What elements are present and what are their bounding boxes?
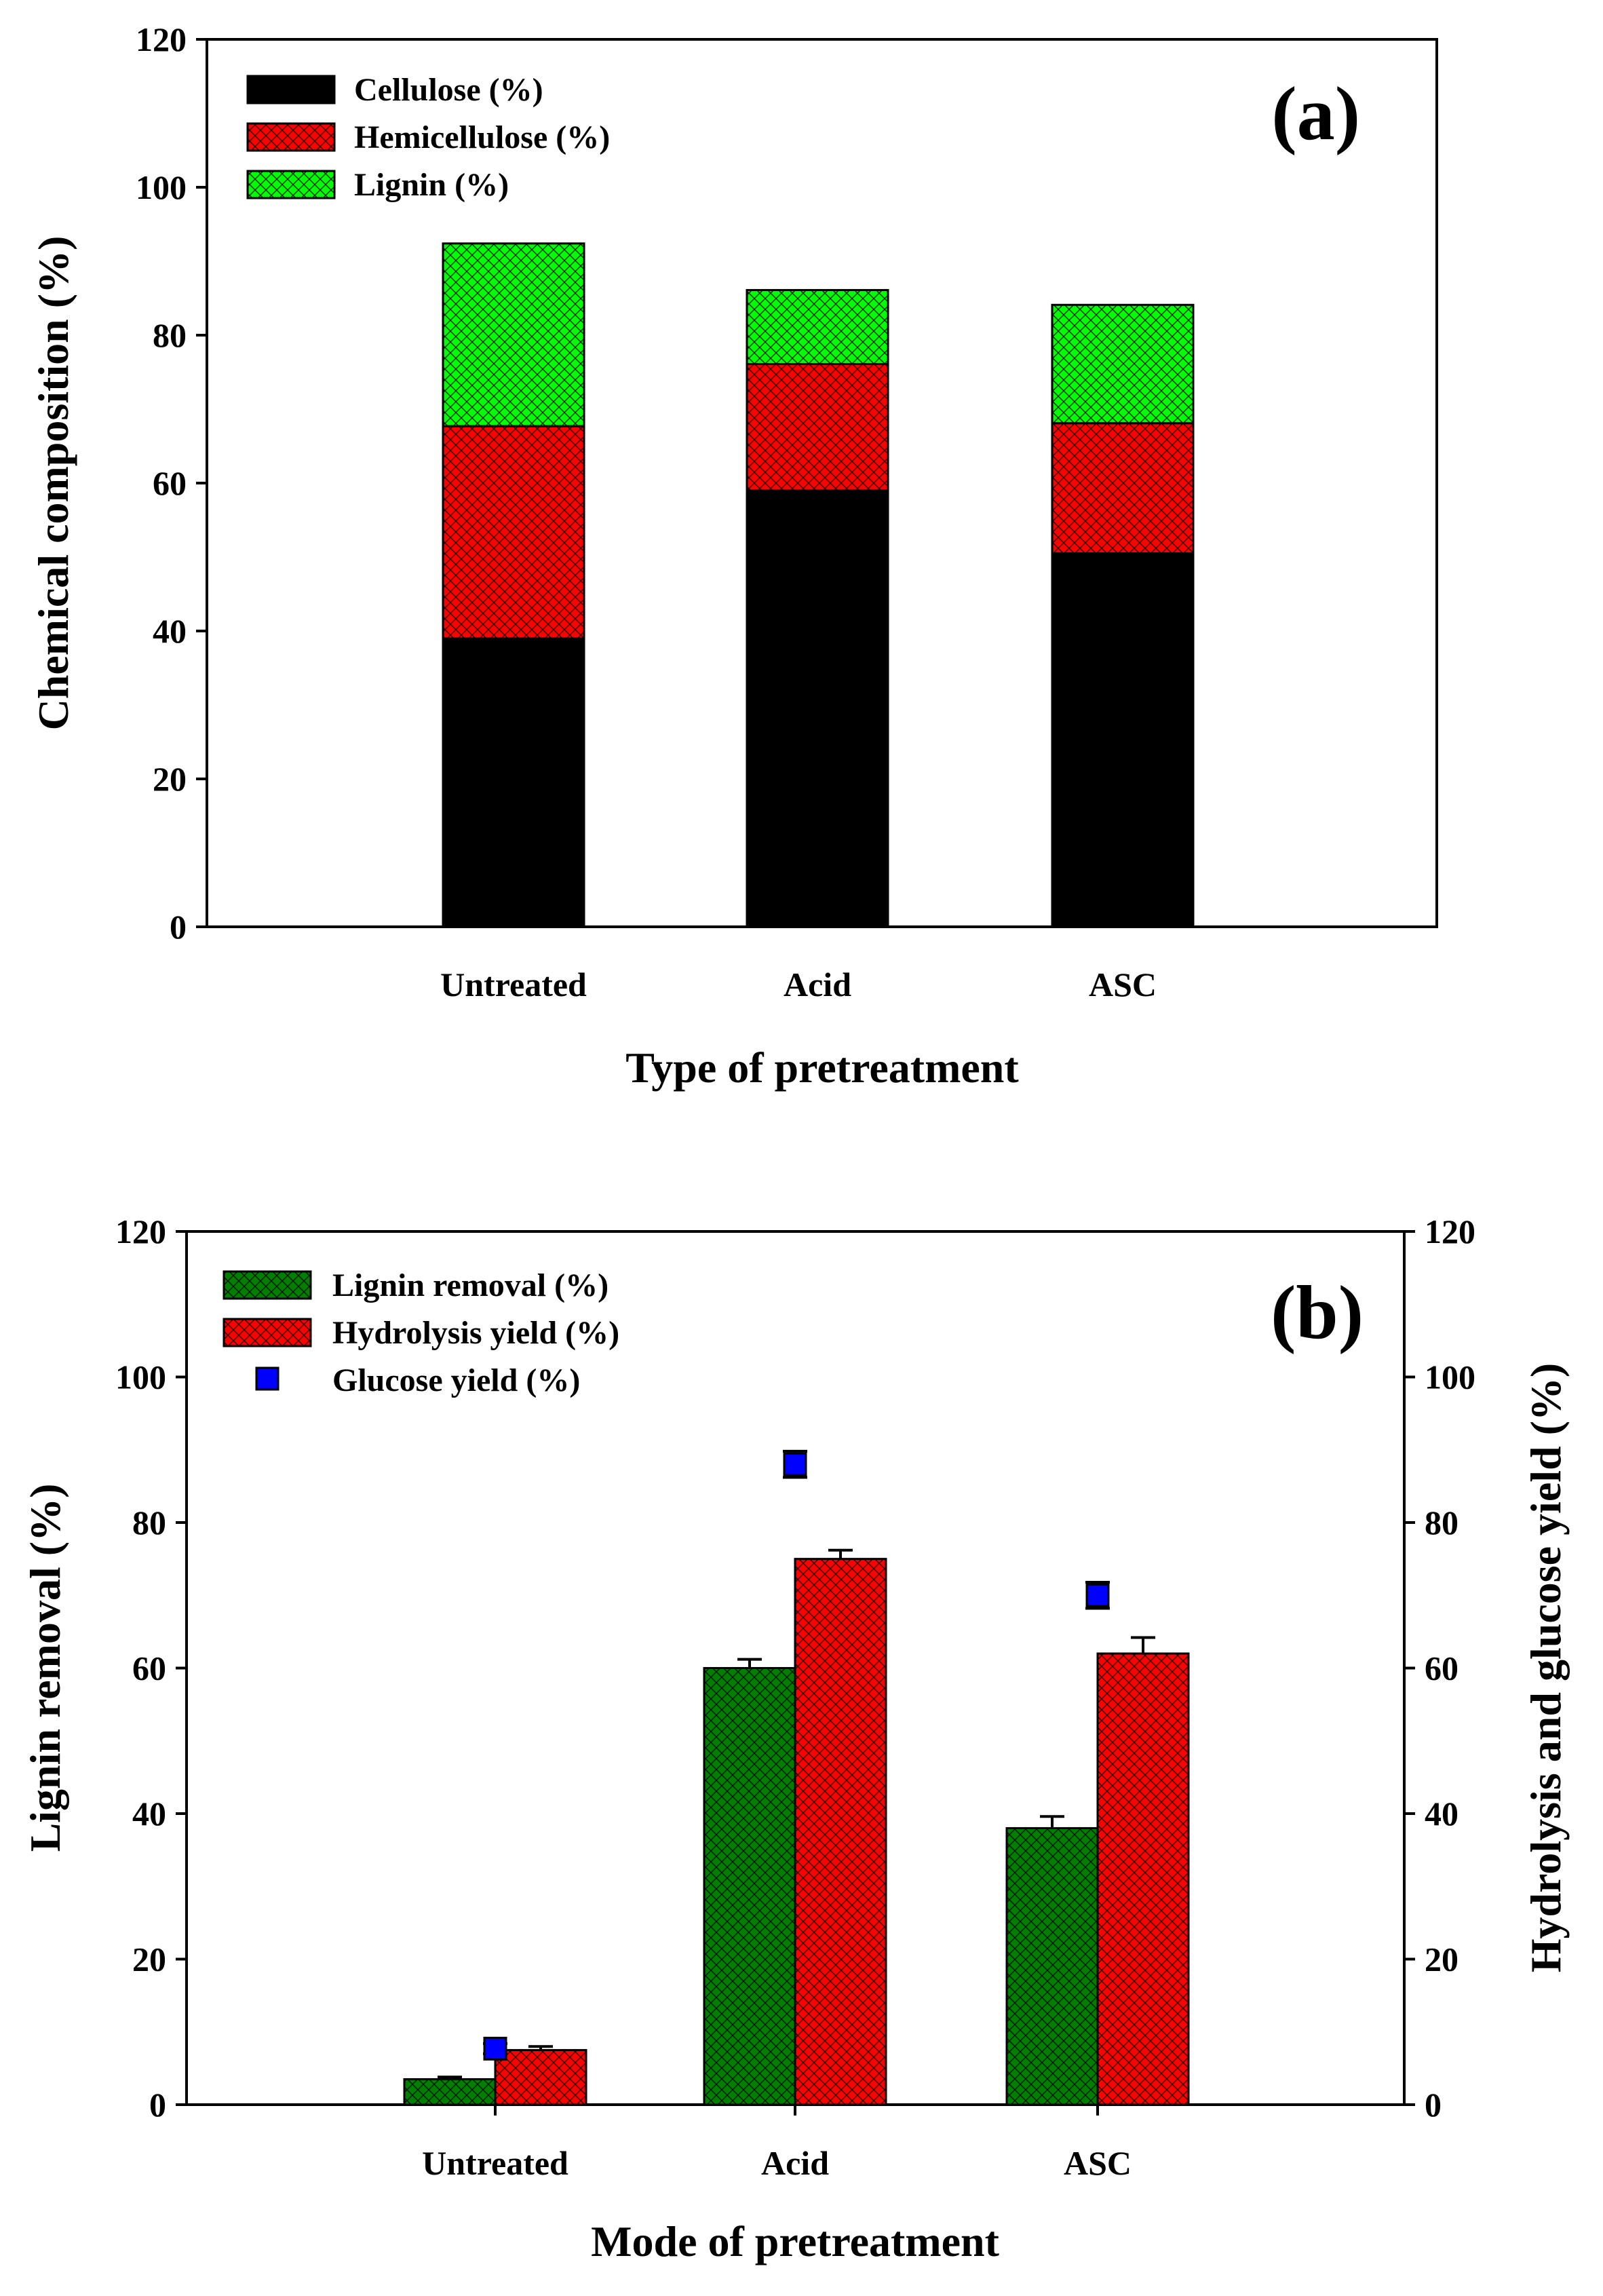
bar-hemicellulose-asc <box>1051 422 1195 555</box>
panel-a-legend: Cellulose (%) Hemicellulose (%) Lignin (… <box>246 72 610 203</box>
marker-glucose-yield-acid <box>783 1452 807 1476</box>
legend-marker-glucose-yield <box>255 1366 279 1391</box>
panel-b-x-tick-label-acid: Acid <box>761 2144 829 2182</box>
bar-hydrolysis-yield-acid <box>794 1558 887 2106</box>
panel-a-x-tick-label-acid: Acid <box>784 965 851 1003</box>
panel-a-y-ticks: 0 20 40 60 80 100 120 <box>136 20 207 946</box>
panel-b-left-y-tick-label: 0 <box>149 2086 166 2124</box>
bar-lignin-acid <box>746 289 889 366</box>
bar-lignin-removal-acid <box>703 1667 796 2106</box>
panel-b-left-y-ticks: 0 20 40 60 80 100 120 <box>115 1212 187 2124</box>
panel-a-x-tick-label-asc: ASC <box>1089 965 1157 1003</box>
legend-swatch-hydrolysis-yield <box>223 1318 312 1347</box>
bar-hemicellulose-untreated <box>442 425 585 640</box>
legend-swatch-hemicellulose <box>246 122 336 152</box>
panel-b-left-y-tick-label: 100 <box>115 1358 166 1396</box>
panel-b-right-y-ticks: 0 20 40 60 80 100 120 <box>1404 1212 1475 2124</box>
panel-b-x-ticks: Untreated Acid ASC <box>422 2105 1132 2182</box>
bar-hydrolysis-yield-untreated <box>494 2049 587 2106</box>
bar-cellulose-acid <box>746 489 889 928</box>
error-bar-hydrolysis-yield-asc <box>1131 1636 1155 1654</box>
legend-label-hydrolysis-yield: Hydrolysis yield (%) <box>332 1315 619 1351</box>
panel-b-left-y-tick-label: 120 <box>115 1212 166 1250</box>
panel-b-left-y-tick-label: 20 <box>132 1940 166 1978</box>
marker-glucose-yield-untreated <box>483 2036 507 2061</box>
marker-glucose-yield-asc <box>1085 1583 1110 1607</box>
panel-a-x-tick-label-untreated: Untreated <box>440 965 587 1003</box>
panel-b-left-y-tick-label: 80 <box>132 1504 166 1542</box>
panel-b-right-y-tick-label: 20 <box>1425 1940 1459 1978</box>
panel-b-left-y-tick-label: 40 <box>132 1795 166 1833</box>
panel-b-left-y-tick-label: 60 <box>132 1649 166 1687</box>
panel-b-right-y-axis-title: Hydrolysis and glucose yield (%) <box>1522 1363 1570 1972</box>
panel-a-y-tick-label: 60 <box>153 464 187 502</box>
bar-lignin-untreated <box>442 242 585 427</box>
legend-label-lignin-removal: Lignin removal (%) <box>332 1267 609 1303</box>
bar-hemicellulose-acid <box>746 363 889 492</box>
legend-label-cellulose: Cellulose (%) <box>354 72 543 108</box>
panel-a-y-tick-label: 20 <box>153 760 187 798</box>
panel-b-right-y-tick-label: 120 <box>1425 1212 1475 1250</box>
panel-b-label: (b) <box>1271 1271 1364 1355</box>
legend-label-hemicellulose: Hemicellulose (%) <box>354 119 610 155</box>
error-bar-hydrolysis-yield-acid <box>828 1548 853 1559</box>
error-bar-lignin-removal-untreated <box>438 2075 462 2080</box>
panel-a: 0 20 40 60 80 100 120 Untreated Acid ASC Type of… <box>29 20 1438 1092</box>
panel-b-x-tick-label-asc: ASC <box>1064 2144 1132 2182</box>
bar-cellulose-asc <box>1051 552 1195 928</box>
panel-a-y-tick-label: 120 <box>136 20 187 58</box>
legend-label-glucose-yield: Glucose yield (%) <box>332 1362 580 1398</box>
error-bar-lignin-removal-asc <box>1040 1815 1064 1829</box>
legend-swatch-lignin-removal <box>223 1270 312 1300</box>
panel-b: 0 20 40 60 80 100 120 0 20 40 60 80 100 120 Untreate… <box>21 1212 1570 2265</box>
error-bar-lignin-removal-acid <box>737 1658 762 1668</box>
panel-b-x-axis-title: Mode of pretreatment <box>591 2217 1000 2265</box>
panel-a-y-tick-label: 80 <box>153 316 187 354</box>
panel-a-y-tick-label: 100 <box>136 168 187 206</box>
legend-label-lignin: Lignin (%) <box>354 167 509 203</box>
panel-b-x-tick-label-untreated: Untreated <box>422 2144 568 2182</box>
bar-cellulose-untreated <box>442 637 585 928</box>
panel-b-right-y-tick-label: 100 <box>1425 1358 1475 1396</box>
legend-swatch-lignin <box>246 170 336 199</box>
panel-b-left-y-axis-title: Lignin removal (%) <box>21 1484 69 1852</box>
bar-lignin-removal-asc <box>1005 1826 1099 2106</box>
bar-lignin-asc <box>1051 303 1195 425</box>
panel-b-bars <box>403 1449 1190 2106</box>
panel-a-x-ticks: Untreated Acid ASC <box>440 965 1157 1003</box>
panel-a-y-tick-label: 0 <box>170 908 187 946</box>
error-bar-hydrolysis-yield-untreated <box>528 2045 553 2050</box>
panel-b-right-y-tick-label: 80 <box>1425 1504 1459 1542</box>
panel-b-right-y-tick-label: 40 <box>1425 1795 1459 1833</box>
panel-b-legend: Lignin removal (%) Hydrolysis yield (%) … <box>223 1267 619 1398</box>
panel-b-right-y-tick-label: 60 <box>1425 1649 1459 1687</box>
bar-hydrolysis-yield-asc <box>1096 1652 1190 2106</box>
legend-swatch-cellulose <box>246 75 336 104</box>
panel-a-x-axis-title: Type of pretreatment <box>625 1044 1019 1092</box>
panel-a-y-axis-title: Chemical composition (%) <box>29 236 77 731</box>
panel-a-y-tick-label: 40 <box>153 612 187 650</box>
bar-lignin-removal-untreated <box>403 2078 497 2106</box>
panel-a-bars <box>442 242 1195 928</box>
panel-a-label: (a) <box>1271 72 1360 156</box>
panel-b-right-y-tick-label: 0 <box>1425 2086 1442 2124</box>
